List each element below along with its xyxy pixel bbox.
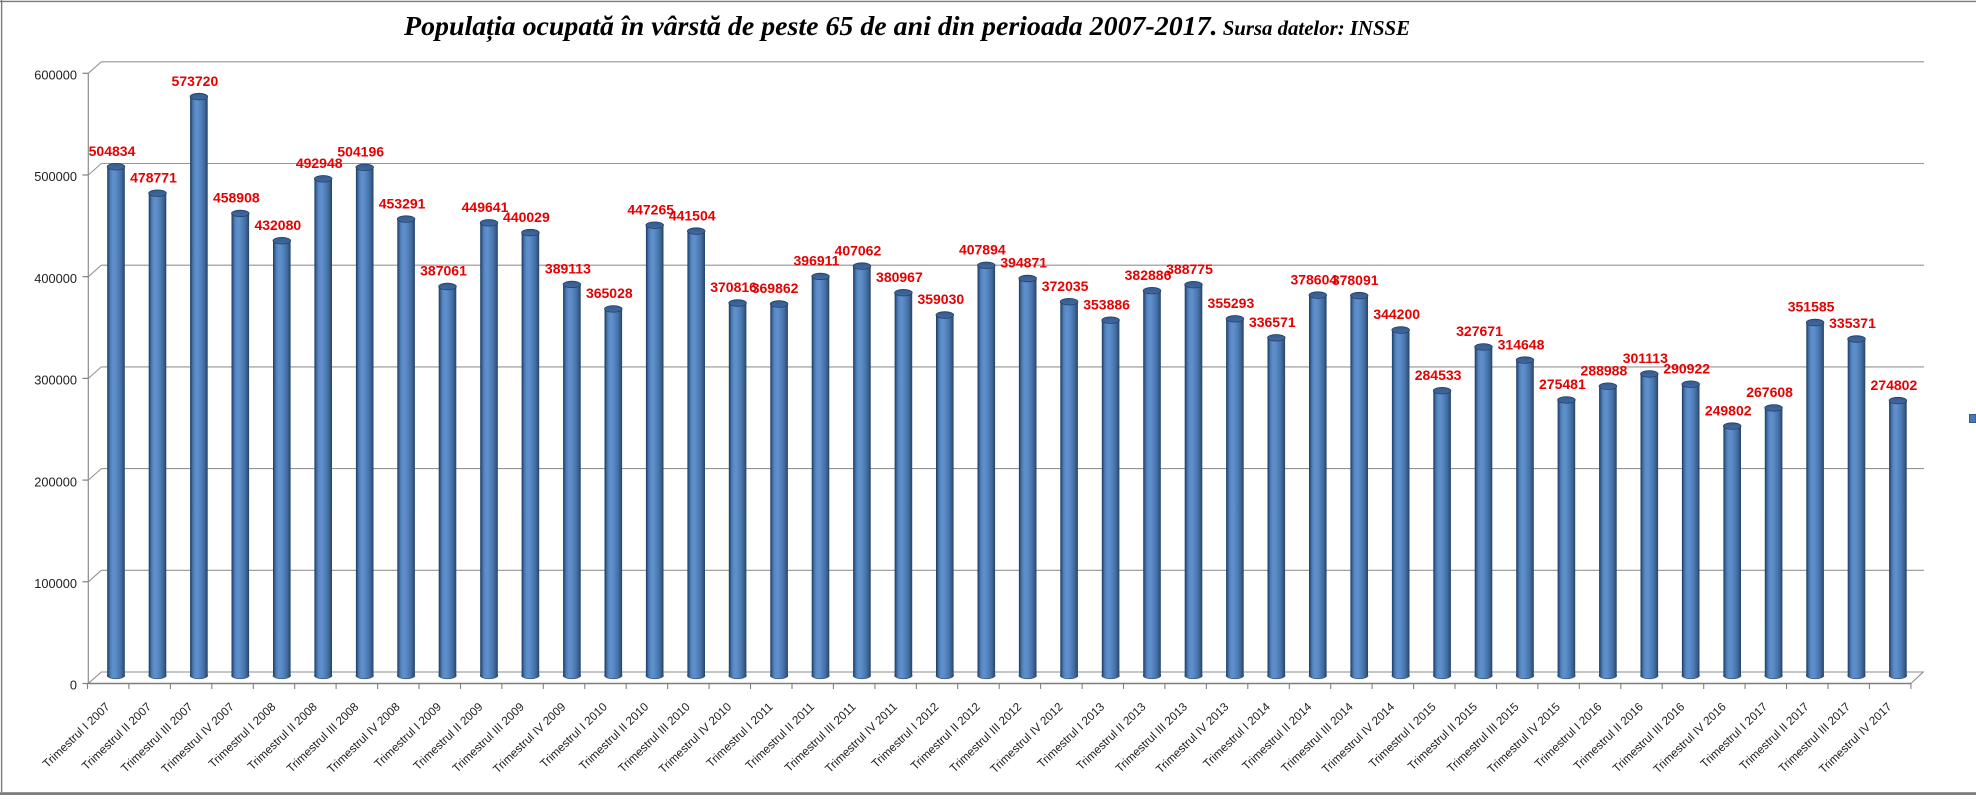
svg-text:249802: 249802	[1705, 402, 1752, 418]
svg-text:380967: 380967	[876, 269, 923, 285]
svg-text:447265: 447265	[627, 201, 674, 217]
svg-text:600000: 600000	[34, 68, 77, 83]
svg-text:492948: 492948	[296, 155, 343, 171]
svg-text:372035: 372035	[1042, 278, 1089, 294]
svg-text:301113: 301113	[1623, 350, 1668, 366]
svg-text:500000: 500000	[34, 169, 77, 184]
svg-text:359030: 359030	[917, 291, 964, 307]
svg-text:504834: 504834	[89, 143, 136, 159]
svg-text:369862: 369862	[752, 280, 799, 296]
svg-text:388775: 388775	[1166, 261, 1213, 277]
svg-text:453291: 453291	[379, 195, 426, 211]
svg-text:200000: 200000	[34, 474, 77, 489]
svg-text:394871: 394871	[1000, 255, 1047, 271]
svg-text:336571: 336571	[1249, 314, 1296, 330]
svg-text:389113: 389113	[545, 261, 591, 277]
svg-text:300000: 300000	[34, 373, 77, 388]
svg-text:432080: 432080	[254, 217, 301, 233]
svg-text:440029: 440029	[503, 209, 550, 225]
svg-text:441504: 441504	[669, 207, 716, 223]
svg-text:344200: 344200	[1373, 306, 1420, 322]
svg-text:290922: 290922	[1663, 360, 1710, 376]
svg-text:353886: 353886	[1083, 296, 1130, 312]
svg-text:396911: 396911	[794, 253, 840, 269]
svg-text:284533: 284533	[1415, 367, 1462, 383]
svg-text:274802: 274802	[1871, 377, 1918, 393]
svg-text:387061: 387061	[420, 263, 467, 279]
svg-text:378091: 378091	[1332, 272, 1379, 288]
svg-text:458908: 458908	[213, 190, 260, 206]
svg-text:314648: 314648	[1498, 336, 1545, 352]
svg-text:355293: 355293	[1208, 295, 1255, 311]
svg-text:100000: 100000	[34, 576, 77, 591]
svg-text:351585: 351585	[1788, 299, 1835, 315]
svg-text:267608: 267608	[1746, 384, 1793, 400]
svg-text:327671: 327671	[1456, 323, 1503, 339]
svg-text:407062: 407062	[835, 242, 882, 258]
svg-text:275481: 275481	[1539, 376, 1586, 392]
svg-text:400000: 400000	[34, 271, 77, 286]
svg-text:288988: 288988	[1581, 362, 1628, 378]
svg-text:382886: 382886	[1125, 267, 1172, 283]
svg-text:335371: 335371	[1829, 315, 1876, 331]
svg-text:504196: 504196	[337, 144, 384, 160]
svg-text:0: 0	[70, 678, 77, 693]
svg-text:378604: 378604	[1290, 271, 1337, 287]
svg-text:365028: 365028	[586, 285, 633, 301]
svg-text:407894: 407894	[959, 242, 1006, 258]
svg-text:478771: 478771	[130, 169, 177, 185]
svg-text:449641: 449641	[462, 199, 509, 215]
svg-text:370816: 370816	[710, 279, 757, 295]
svg-text:573720: 573720	[172, 73, 219, 89]
